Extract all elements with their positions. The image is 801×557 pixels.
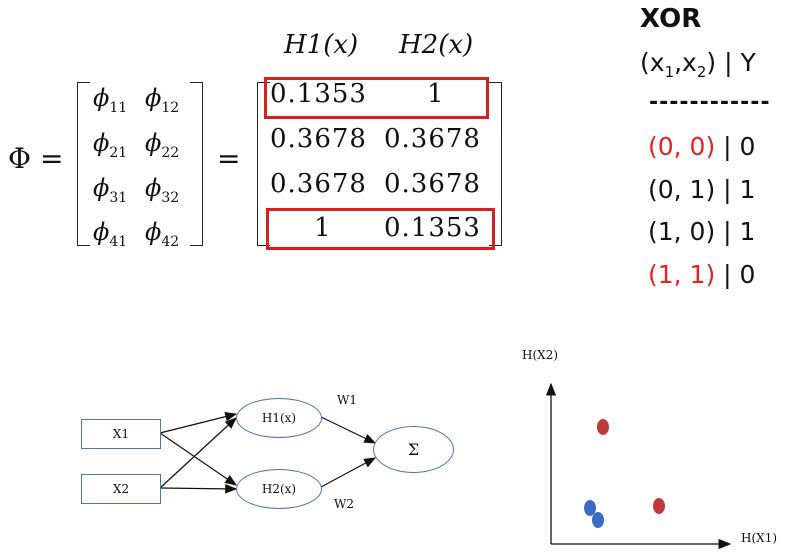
value-cell: 1 xyxy=(314,213,332,243)
phi-cell: ϕ22 xyxy=(145,129,180,161)
phi-cell: ϕ12 xyxy=(145,84,180,116)
xor-row: (0, 1) | 1 xyxy=(648,175,756,204)
value-right-bracket xyxy=(489,82,502,246)
input-node-x1: X1 xyxy=(81,419,161,449)
hidden-node-h2: H2(x) xyxy=(236,469,322,509)
input-label-x2: X2 xyxy=(112,482,130,496)
value-cell: 0.1353 xyxy=(270,79,367,109)
phi-cell: ϕ21 xyxy=(93,129,128,161)
header-h1: H1(x) xyxy=(284,30,359,60)
point-blue xyxy=(592,512,604,528)
phi-symbol: Φ xyxy=(8,142,31,175)
phi-left-bracket xyxy=(77,82,90,246)
hidden-label-h2: H2(x) xyxy=(261,482,297,496)
phi-right-bracket xyxy=(190,82,203,246)
weight-label-w1: W1 xyxy=(337,393,357,407)
edge-x2-h2 xyxy=(159,484,238,494)
value-cell: 0.3678 xyxy=(384,169,481,199)
xor-title: XOR xyxy=(640,4,702,34)
point-red xyxy=(597,419,609,435)
value-left-bracket xyxy=(257,82,270,246)
phi-cell: ϕ32 xyxy=(145,174,180,206)
equals-sign-2: = xyxy=(217,142,241,175)
sum-symbol: Σ xyxy=(407,440,420,459)
input-label-x1: X1 xyxy=(112,427,130,441)
value-cell: 0.3678 xyxy=(270,124,367,154)
phi-cell: ϕ31 xyxy=(93,174,128,206)
phi-cell: ϕ42 xyxy=(145,218,180,250)
edge-x2-h1 xyxy=(159,417,237,489)
point-blue xyxy=(584,500,596,516)
input-node-x2: X2 xyxy=(81,474,161,504)
xor-row: (0, 0) | 0 xyxy=(648,132,756,161)
hidden-label-h1: H1(x) xyxy=(261,411,297,425)
edge-x1-h2 xyxy=(159,432,237,486)
output-sum-node: Σ xyxy=(373,426,454,473)
weight-label-w2: W2 xyxy=(334,497,354,511)
x-axis-label: H(X1) xyxy=(741,531,778,545)
value-cell: 0.3678 xyxy=(384,124,481,154)
xor-row: (1, 1) | 0 xyxy=(648,260,756,289)
edge-h2-sum xyxy=(320,457,377,488)
value-cell: 0.3678 xyxy=(270,169,367,199)
highlight-row-1 xyxy=(264,77,489,119)
equals-sign: = xyxy=(40,142,64,175)
y-axis-label: H(X2) xyxy=(522,348,559,362)
edge-h1-sum xyxy=(320,416,377,444)
value-cell: 1 xyxy=(427,79,445,109)
phi-cell: ϕ11 xyxy=(93,84,128,116)
header-h2: H2(x) xyxy=(399,30,474,60)
point-red xyxy=(653,498,665,514)
edge-x1-h1 xyxy=(159,411,238,434)
hidden-node-h1: H1(x) xyxy=(236,398,322,438)
xor-header: (x1,x2) | Y xyxy=(640,48,756,81)
xor-row: (1, 0) | 1 xyxy=(648,217,756,246)
phi-cell: ϕ41 xyxy=(93,218,128,250)
highlight-row-4 xyxy=(266,208,495,250)
value-cell: 0.1353 xyxy=(384,213,481,243)
xor-separator: ------------ xyxy=(649,90,771,115)
